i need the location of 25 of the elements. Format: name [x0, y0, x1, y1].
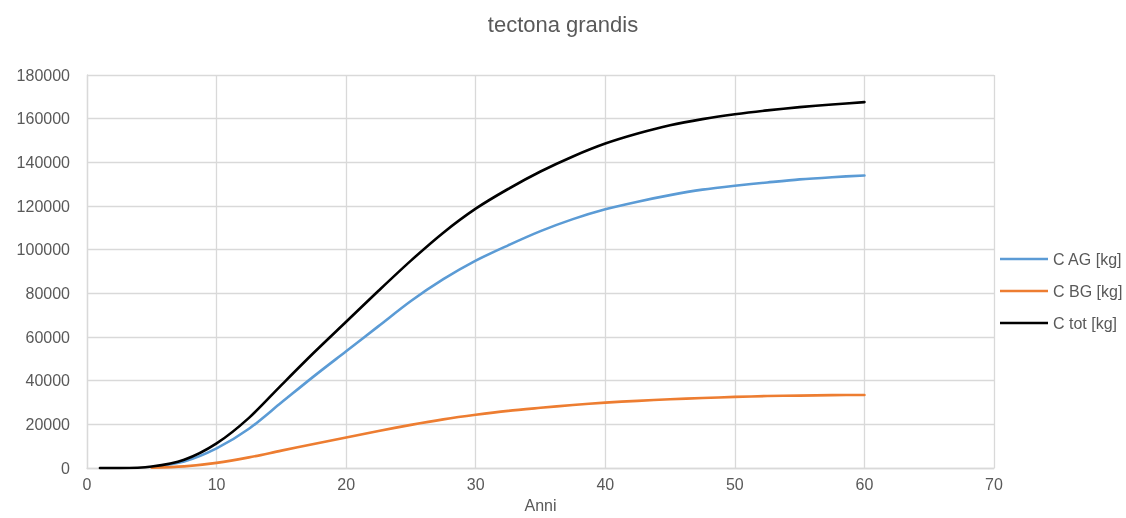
x-tick-label: 10 [207, 475, 226, 493]
x-tick-label: 50 [725, 475, 744, 493]
x-tick-label: 70 [985, 475, 1003, 493]
y-tick-label: 20000 [25, 415, 71, 433]
x-tick-label: 20 [337, 475, 356, 493]
line-series [150, 393, 866, 469]
y-tick-label: 0 [61, 459, 71, 477]
y-tick-label: 100000 [16, 241, 71, 259]
legend-label: C AG [kg] [1053, 250, 1122, 268]
x-tick-label: 30 [466, 475, 485, 493]
x-tick-label: 40 [596, 475, 615, 493]
y-tick-label: 80000 [25, 284, 71, 302]
y-tick-label: 40000 [25, 372, 71, 390]
legend-label: C BG [kg] [1053, 282, 1123, 300]
x-tick-label: 60 [855, 475, 874, 493]
chart-title: tectona grandis [487, 11, 639, 37]
y-tick-label: 60000 [25, 328, 71, 346]
y-tick-label: 140000 [16, 153, 71, 171]
x-tick-label: 0 [82, 475, 92, 493]
y-tick-label: 180000 [16, 66, 71, 84]
y-tick-label: 160000 [16, 110, 71, 128]
legend-label: C tot [kg] [1053, 314, 1118, 332]
line-series [98, 100, 866, 470]
y-tick-label: 120000 [16, 197, 71, 215]
x-axis-title: Anni [524, 496, 557, 514]
